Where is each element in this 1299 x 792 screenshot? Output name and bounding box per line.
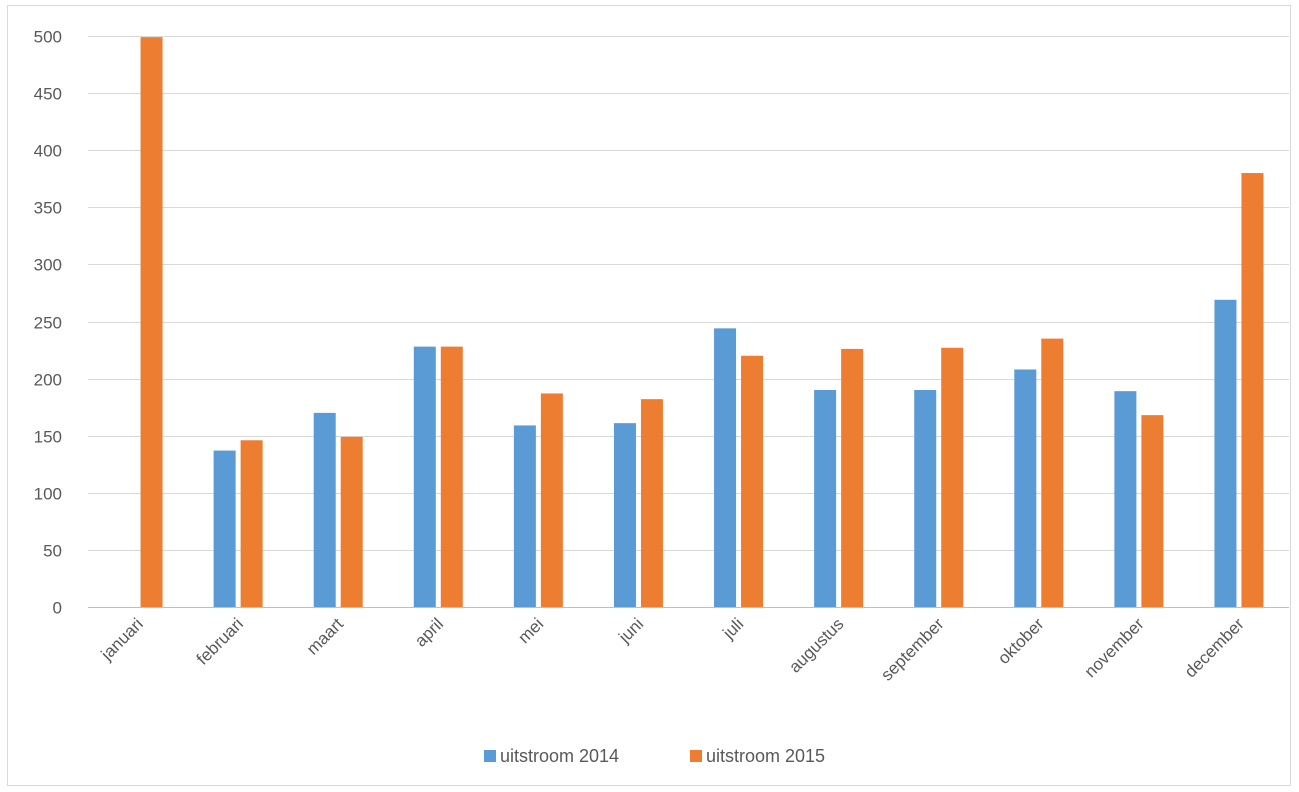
y-tick-label: 250 xyxy=(34,314,62,333)
bar-november-2 xyxy=(1141,415,1164,607)
gridlines xyxy=(88,36,1289,551)
x-axis-ticks: januari februari maart april mei juni juli augu… xyxy=(97,614,1248,684)
x-tick-label: september xyxy=(877,614,947,684)
bar-oktober-1 xyxy=(1014,369,1037,607)
legend-swatch-2 xyxy=(690,750,702,762)
y-tick-label: 300 xyxy=(34,256,62,275)
legend-swatch-1 xyxy=(484,750,496,762)
y-tick-label: 150 xyxy=(34,428,62,447)
y-tick-label: 100 xyxy=(34,485,62,504)
bar-juni-2 xyxy=(640,399,663,607)
legend-label-2: uitstroom 2015 xyxy=(706,746,825,766)
x-tick-label: oktober xyxy=(994,614,1048,668)
bar-mei-1 xyxy=(513,425,536,607)
bar-februari-2 xyxy=(240,440,263,607)
bar-april-1 xyxy=(413,346,436,607)
x-tick-label: augustus xyxy=(785,614,847,676)
x-tick-label: november xyxy=(1081,614,1148,681)
x-tick-label: juni xyxy=(614,614,647,647)
bar-december-1 xyxy=(1214,299,1237,607)
bar-juli-2 xyxy=(741,355,764,607)
x-tick-label: mei xyxy=(514,614,547,647)
legend-label-1: uitstroom 2014 xyxy=(500,746,619,766)
x-tick-label: maart xyxy=(303,614,347,658)
bar-oktober-2 xyxy=(1041,338,1064,607)
bar-augustus-1 xyxy=(814,390,837,607)
y-tick-label: 50 xyxy=(43,542,62,561)
y-tick-label: 450 xyxy=(34,85,62,104)
bar-april-2 xyxy=(440,346,463,607)
bars xyxy=(140,37,1264,608)
x-tick-label: februari xyxy=(193,614,247,668)
bar-mei-2 xyxy=(540,393,563,607)
bar-juli-1 xyxy=(714,328,737,607)
y-tick-label: 200 xyxy=(34,371,62,390)
y-tick-label: 350 xyxy=(34,199,62,218)
legend: uitstroom 2014 uitstroom 2015 xyxy=(484,746,825,766)
y-tick-label: 0 xyxy=(53,599,62,618)
x-tick-label: april xyxy=(411,614,447,650)
bar-december-2 xyxy=(1241,173,1264,608)
bar-september-2 xyxy=(941,347,964,607)
bar-maart-1 xyxy=(313,412,336,607)
y-tick-label: 400 xyxy=(34,142,62,161)
bar-maart-2 xyxy=(340,436,363,607)
chart-frame xyxy=(7,5,1291,786)
y-axis-ticks: 0 50 100 150 200 250 300 350 400 450 500 xyxy=(34,28,62,618)
x-tick-label: januari xyxy=(97,614,147,664)
bar-juni-1 xyxy=(613,423,636,607)
x-tick-label: juli xyxy=(719,614,748,643)
bar-februari-1 xyxy=(213,450,236,607)
bar-september-1 xyxy=(914,390,937,607)
y-tick-label: 500 xyxy=(34,28,62,47)
bar-augustus-2 xyxy=(841,348,864,607)
bar-november-1 xyxy=(1114,391,1137,607)
x-tick-label: december xyxy=(1181,614,1248,681)
bar-januari-2 xyxy=(140,37,163,608)
